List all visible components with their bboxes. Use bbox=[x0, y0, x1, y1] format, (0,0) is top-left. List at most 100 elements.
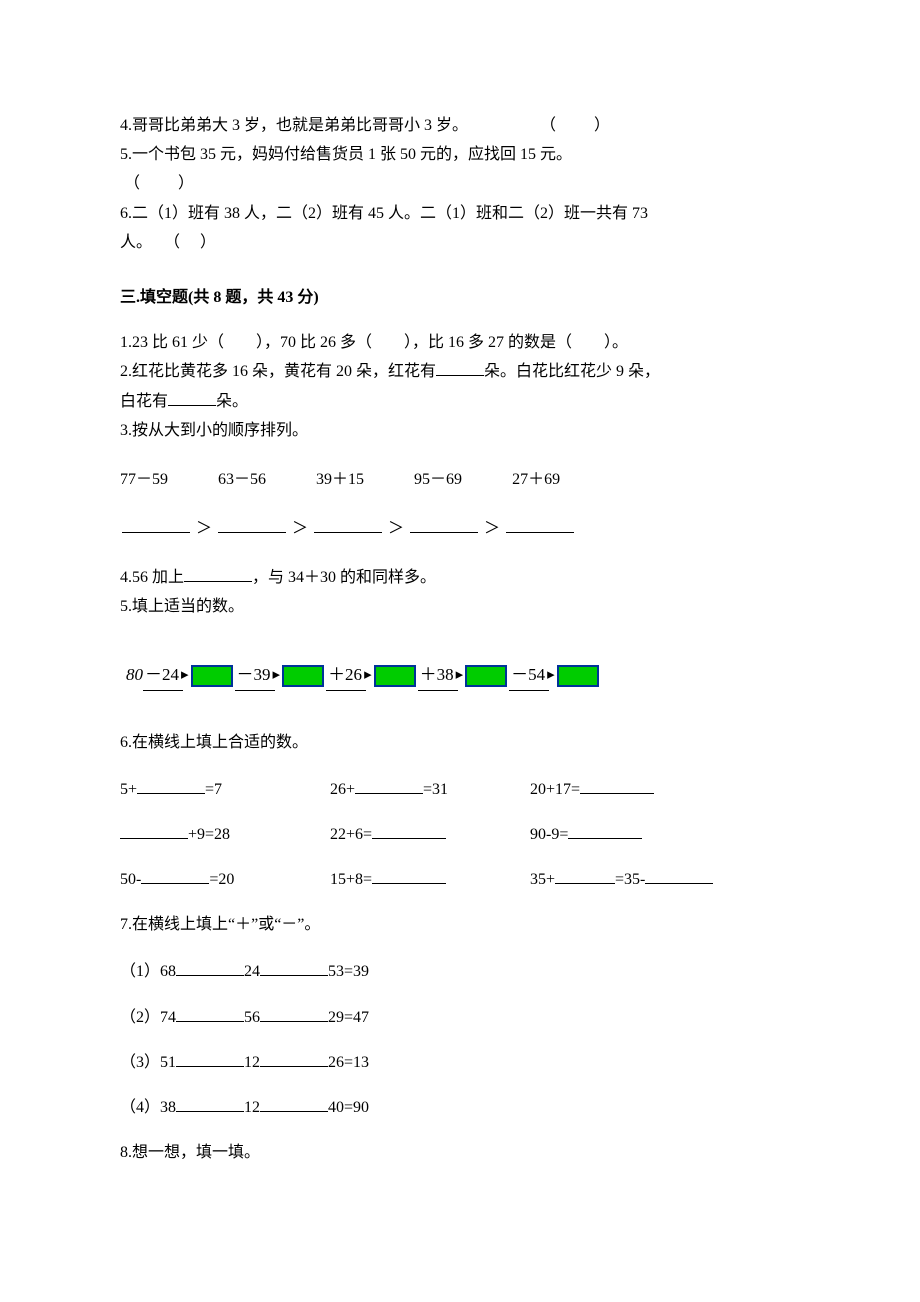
diagram-box-1[interactable] bbox=[191, 665, 233, 687]
eq1b-prefix: 26+ bbox=[330, 781, 355, 798]
fill-q3-e4: 95－69 bbox=[414, 466, 462, 493]
sr4-b1[interactable] bbox=[176, 1096, 244, 1112]
eq3c-prefix: 35+ bbox=[530, 871, 555, 888]
arrow-icon: ▸ bbox=[364, 668, 372, 683]
fill-q3-b4[interactable] bbox=[410, 517, 478, 533]
diagram-start: 80 bbox=[126, 661, 143, 690]
eq3c-blank1[interactable] bbox=[555, 868, 615, 884]
tf-q4-text: 4.哥哥比弟弟大 3 岁，也就是弟弟比哥哥小 3 岁。 bbox=[120, 117, 468, 134]
eq1c-prefix: 20+17= bbox=[530, 781, 580, 798]
page: 4.哥哥比弟弟大 3 岁，也就是弟弟比哥哥小 3 岁。 （ ） 5.一个书包 3… bbox=[0, 0, 920, 1302]
diagram-op-5: －54 bbox=[509, 661, 549, 691]
sign-row-3: （3）511226=13 bbox=[120, 1049, 800, 1076]
fill-q2-blank2[interactable] bbox=[168, 390, 216, 406]
sign-row-1: （1）68 24 53=39 bbox=[120, 958, 800, 985]
sr1-c: 53=39 bbox=[328, 963, 369, 980]
sr3-c: 26=13 bbox=[328, 1054, 369, 1071]
diagram-box-5[interactable] bbox=[557, 665, 599, 687]
eq3c-mid: =35- bbox=[615, 871, 645, 888]
tf-q6: 6.二（1）班有 38 人，二（2）班有 45 人。二（1）班和二（2）班一共有… bbox=[120, 200, 800, 227]
arrow-icon: ▸ bbox=[456, 668, 464, 683]
fill-q4: 4.56 加上，与 34＋30 的和同样多。 bbox=[120, 564, 800, 591]
sr2-b1[interactable] bbox=[176, 1006, 244, 1022]
fill-q2-d: 朵。 bbox=[216, 393, 248, 410]
fill-q3-e5: 27＋69 bbox=[512, 466, 560, 493]
sr1-b2[interactable] bbox=[260, 960, 328, 976]
sr1-n: （1） bbox=[120, 963, 160, 980]
sr4-b: 12 bbox=[244, 1099, 260, 1116]
tf-q6-blank[interactable]: （ ） bbox=[164, 229, 218, 256]
sr4-b2[interactable] bbox=[260, 1096, 328, 1112]
tf-q6-text-a: 6.二（1）班有 38 人，二（2）班有 45 人。二（1）班和二（2）班一共有… bbox=[120, 205, 648, 222]
tf-q5-blank-line: （ ） bbox=[124, 170, 800, 197]
sr4-a: 38 bbox=[160, 1099, 176, 1116]
eq1b-blank[interactable] bbox=[355, 778, 423, 794]
sr1-b1[interactable] bbox=[176, 960, 244, 976]
sr3-b1[interactable] bbox=[176, 1051, 244, 1067]
diagram-box-4[interactable] bbox=[465, 665, 507, 687]
eq1b-suffix: =31 bbox=[423, 781, 448, 798]
fill-q4-b: ，与 34＋30 的和同样多。 bbox=[252, 569, 436, 586]
eq3c-blank2[interactable] bbox=[645, 868, 713, 884]
eq3a-blank[interactable] bbox=[141, 868, 209, 884]
eq2a-suffix: +9=28 bbox=[188, 826, 230, 843]
eq1c-blank[interactable] bbox=[580, 778, 654, 794]
sr1-a: 68 bbox=[160, 963, 176, 980]
gt-1: ＞ bbox=[196, 520, 212, 537]
eq-row-1: 5+=7 26+=31 20+17= bbox=[120, 776, 800, 803]
tf-q5-blank[interactable]: （ ） bbox=[124, 170, 196, 197]
gt-2: ＞ bbox=[292, 520, 308, 537]
fill-q3-expr-row: 77－59 63－56 39＋15 95－69 27＋69 bbox=[120, 466, 800, 493]
tf-q6-line2: 人。 （ ） bbox=[120, 229, 800, 256]
tf-q5-text: 5.一个书包 35 元，妈妈付给售货员 1 张 50 元的，应找回 15 元。 bbox=[120, 146, 572, 163]
eq2a-blank[interactable] bbox=[120, 823, 188, 839]
fill-q2-line2: 白花有 朵。 bbox=[120, 388, 800, 415]
sr4-n: （4） bbox=[120, 1099, 160, 1116]
fill-q3-order-row: ＞ ＞ ＞ ＞ bbox=[120, 515, 800, 542]
eq-row-3: 50- =20 15+8= 35+ =35- bbox=[120, 866, 800, 893]
fill-q3-b2[interactable] bbox=[218, 517, 286, 533]
eq2c-blank[interactable] bbox=[568, 823, 642, 839]
section-3-heading: 三.填空题(共 8 题，共 43 分) bbox=[120, 284, 800, 311]
eq2b-blank[interactable] bbox=[372, 823, 446, 839]
eq3b-prefix: 15+8= bbox=[330, 871, 372, 888]
tf-q5: 5.一个书包 35 元，妈妈付给售货员 1 张 50 元的，应找回 15 元。 bbox=[120, 141, 800, 168]
eq1a-suffix: =7 bbox=[205, 781, 222, 798]
gt-4: ＞ bbox=[484, 520, 500, 537]
diagram-box-3[interactable] bbox=[374, 665, 416, 687]
eq3b-blank[interactable] bbox=[372, 868, 446, 884]
sr1-b: 24 bbox=[244, 963, 260, 980]
eq3a-prefix: 50- bbox=[120, 871, 141, 888]
sr2-b: 56 bbox=[244, 1009, 260, 1026]
sr2-b2[interactable] bbox=[260, 1006, 328, 1022]
fill-q5-head: 5.填上适当的数。 bbox=[120, 593, 800, 620]
diagram-op-1: －24 bbox=[143, 661, 183, 691]
fill-q2-c: 白花有 bbox=[120, 393, 168, 410]
eq2b-prefix: 22+6= bbox=[330, 826, 372, 843]
fill-q4-blank[interactable] bbox=[184, 566, 252, 582]
diagram-op-3: ＋26 bbox=[326, 661, 366, 691]
fill-q7-head: 7.在横线上填上“＋”或“－”。 bbox=[120, 911, 800, 938]
fill-q3-b1[interactable] bbox=[122, 517, 190, 533]
fill-q2-line1: 2.红花比黄花多 16 朵，黄花有 20 朵，红花有朵。白花比红花少 9 朵， bbox=[120, 358, 800, 385]
sr3-b2[interactable] bbox=[260, 1051, 328, 1067]
arrow-icon: ▸ bbox=[273, 668, 281, 683]
arrow-icon: ▸ bbox=[181, 668, 189, 683]
eq1a-blank[interactable] bbox=[137, 778, 205, 794]
tf-q4-blank[interactable]: （ ） bbox=[540, 112, 612, 139]
fill-q5-diagram: 80 －24▸ －39▸ ＋26▸ ＋38▸ －54▸ bbox=[126, 661, 800, 691]
fill-q8-head: 8.想一想，填一填。 bbox=[120, 1139, 800, 1166]
sr3-b: 12 bbox=[244, 1054, 260, 1071]
diagram-box-2[interactable] bbox=[282, 665, 324, 687]
fill-q1: 1.23 比 61 少（ ），70 比 26 多（ ），比 16 多 27 的数… bbox=[120, 329, 800, 356]
fill-q3-b5[interactable] bbox=[506, 517, 574, 533]
eq2c-prefix: 90-9= bbox=[530, 826, 568, 843]
fill-q3-e2: 63－56 bbox=[218, 466, 266, 493]
eq3a-suffix: =20 bbox=[209, 871, 234, 888]
fill-q3-e3: 39＋15 bbox=[316, 466, 364, 493]
fill-q3-b3[interactable] bbox=[314, 517, 382, 533]
fill-q2-blank1[interactable] bbox=[436, 360, 484, 376]
sr3-n: （3） bbox=[120, 1054, 160, 1071]
diagram-op-4: ＋38 bbox=[418, 661, 458, 691]
eq-row-2: +9=28 22+6= 90-9= bbox=[120, 821, 800, 848]
